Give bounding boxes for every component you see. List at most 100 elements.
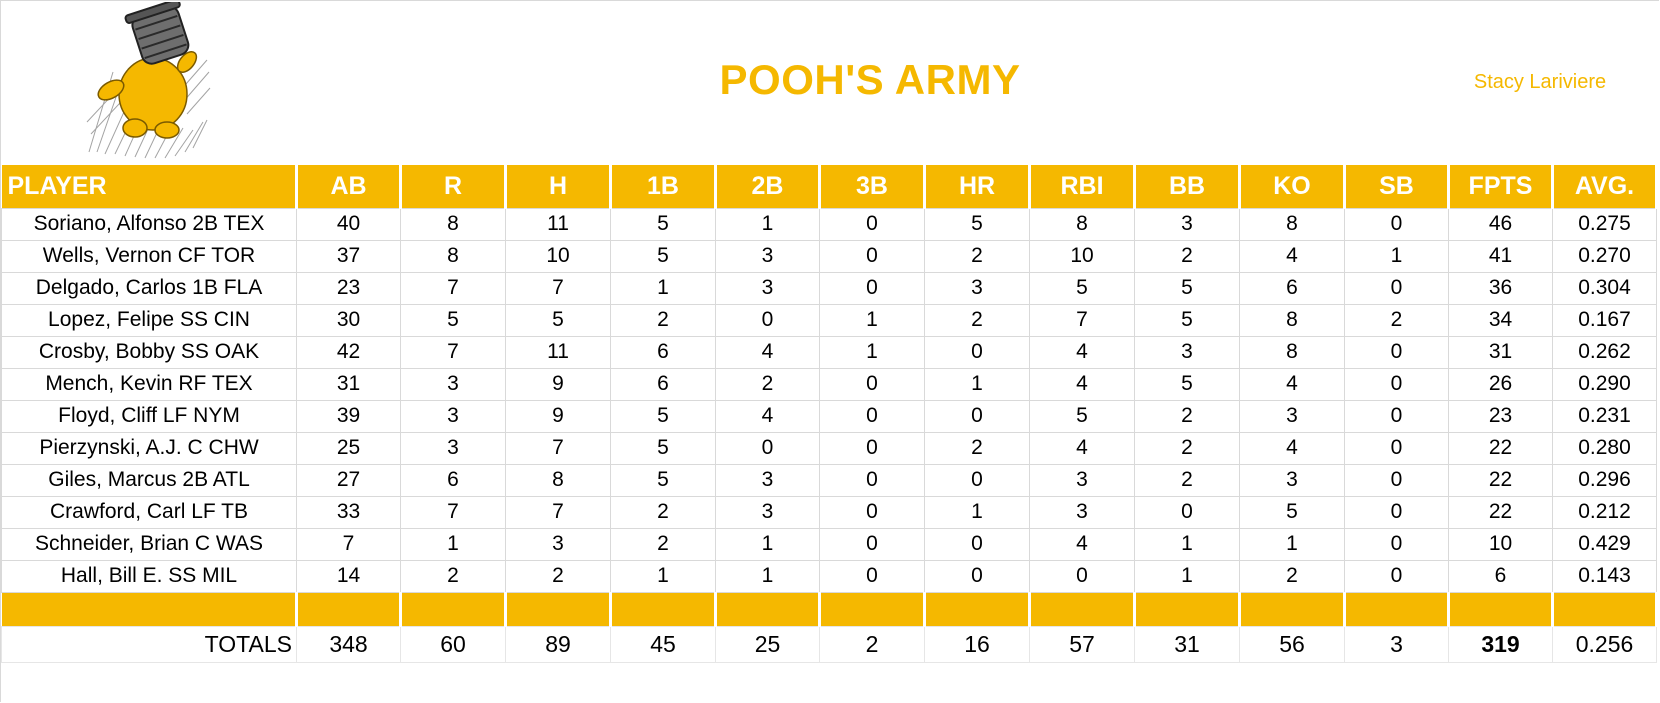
- stat-cell: 0: [924, 463, 1030, 497]
- stat-cell: 0.231: [1552, 399, 1657, 433]
- stat-cell: 26: [1448, 367, 1553, 401]
- stat-cell: 1: [715, 527, 820, 561]
- stat-cell: 0.280: [1552, 431, 1657, 465]
- table-row: Delgado, Carlos 1B FLA 23 7 7 1 3 0 3 5 5 6 0 36 0.30…: [1, 271, 1657, 305]
- stat-cell: 5: [924, 207, 1030, 241]
- col-header-fpts: FPTS: [1448, 165, 1554, 208]
- stat-cell: 5: [1134, 367, 1240, 401]
- stat-cell: 0: [715, 431, 820, 465]
- total-cell: 3: [1344, 625, 1449, 663]
- stat-cell: 9: [505, 367, 611, 401]
- player-name: Schneider, Brian C WAS: [1, 527, 297, 561]
- table-row: Crosby, Bobby SS OAK 42 7 11 6 4 1 0 4 3 8 0 31 0.262: [1, 335, 1657, 369]
- stat-cell: 0: [924, 527, 1030, 561]
- stat-cell: 2: [1134, 239, 1240, 273]
- col-header-ab: AB: [296, 165, 402, 208]
- stat-cell: 5: [400, 303, 506, 337]
- table-row: Hall, Bill E. SS MIL 14 2 2 1 1 0 0 0 1 2 0 6 0.143: [1, 559, 1657, 593]
- stat-cell: 8: [400, 239, 506, 273]
- stat-cell: 0: [1344, 527, 1449, 561]
- player-name: Giles, Marcus 2B ATL: [1, 463, 297, 497]
- stat-cell: 2: [924, 239, 1030, 273]
- owner-name: Stacy Lariviere: [1473, 71, 1607, 93]
- stat-cell: 6: [610, 335, 716, 369]
- stat-cell: 7: [505, 431, 611, 465]
- stat-cell: 3: [505, 527, 611, 561]
- stat-cell: 1: [819, 303, 925, 337]
- stat-cell: 7: [400, 271, 506, 305]
- stat-cell: 36: [1448, 271, 1553, 305]
- stat-cell: 4: [1029, 527, 1135, 561]
- total-cell: 45: [610, 625, 716, 663]
- player-name: Hall, Bill E. SS MIL: [1, 559, 297, 593]
- stat-cell: 7: [400, 495, 506, 529]
- stat-cell: 30: [296, 303, 401, 337]
- stat-cell: 0: [924, 335, 1030, 369]
- stat-cell: 4: [1029, 367, 1135, 401]
- stat-cell: 3: [1239, 399, 1345, 433]
- stat-cell: 0: [1344, 559, 1449, 593]
- total-cell: 56: [1239, 625, 1345, 663]
- stat-cell: 5: [1239, 495, 1345, 529]
- stat-cell: 2: [924, 431, 1030, 465]
- stat-cell: 1: [715, 207, 820, 241]
- stat-cell: 0: [1344, 431, 1449, 465]
- stat-cell: 8: [1239, 303, 1345, 337]
- stat-cell: 5: [610, 463, 716, 497]
- stat-cell: 2: [1134, 399, 1240, 433]
- stat-cell: 3: [400, 431, 506, 465]
- stat-cell: 7: [1029, 303, 1135, 337]
- stat-cell: 0: [819, 431, 925, 465]
- stat-cell: 0.429: [1552, 527, 1657, 561]
- stat-cell: 7: [505, 271, 611, 305]
- stat-cell: 23: [1448, 399, 1553, 433]
- table-row: Schneider, Brian C WAS 7 1 3 2 1 0 0 4 1 1 0 10 0.429: [1, 527, 1657, 561]
- stat-cell: 6: [400, 463, 506, 497]
- stat-cell: 3: [400, 399, 506, 433]
- header-row: PLAYER AB R H 1B 2B 3B HR RBI BB KO SB F…: [1, 165, 1658, 208]
- col-header-avg: AVG.: [1552, 165, 1658, 208]
- stat-cell: 5: [1134, 303, 1240, 337]
- stats-table: PLAYER AB R H 1B 2B 3B HR RBI BB KO SB F…: [1, 165, 1658, 663]
- stat-cell: 0: [715, 303, 820, 337]
- stat-cell: 3: [924, 271, 1030, 305]
- stat-cell: 0: [1344, 399, 1449, 433]
- col-header-rbi: RBI: [1029, 165, 1136, 208]
- stat-cell: 2: [924, 303, 1030, 337]
- stat-cell: 0: [924, 559, 1030, 593]
- stat-cell: 8: [400, 207, 506, 241]
- stat-cell: 42: [296, 335, 401, 369]
- stat-cell: 4: [715, 399, 820, 433]
- stat-cell: 46: [1448, 207, 1553, 241]
- stat-cell: 0: [819, 399, 925, 433]
- stat-cell: 34: [1448, 303, 1553, 337]
- stat-cell: 0: [1344, 463, 1449, 497]
- stat-cell: 1: [1134, 527, 1240, 561]
- stat-cell: 1: [1134, 559, 1240, 593]
- stat-cell: 5: [610, 207, 716, 241]
- spacer-row: [1, 592, 1658, 626]
- stat-cell: 0: [1029, 559, 1135, 593]
- col-header-r: R: [400, 165, 507, 208]
- stat-cell: 33: [296, 495, 401, 529]
- player-name: Crosby, Bobby SS OAK: [1, 335, 297, 369]
- stat-cell: 5: [1029, 399, 1135, 433]
- player-name: Floyd, Cliff LF NYM: [1, 399, 297, 433]
- table-row: Floyd, Cliff LF NYM 39 3 9 5 4 0 0 5 2 3 0 23 0.231: [1, 399, 1657, 433]
- stat-cell: 10: [1029, 239, 1135, 273]
- col-header-3b: 3B: [819, 165, 926, 208]
- stat-cell: 3: [1134, 207, 1240, 241]
- player-name: Wells, Vernon CF TOR: [1, 239, 297, 273]
- col-header-2b: 2B: [715, 165, 821, 208]
- stat-cell: 6: [610, 367, 716, 401]
- total-cell: 16: [924, 625, 1030, 663]
- totals-row: TOTALS 348 60 89 45 25 2 16 57 31 56 3 3…: [1, 625, 1657, 663]
- stat-cell: 2: [1134, 431, 1240, 465]
- col-header-bb: BB: [1134, 165, 1241, 208]
- total-cell: 57: [1029, 625, 1135, 663]
- col-header-h: H: [505, 165, 612, 208]
- stat-cell: 0.275: [1552, 207, 1657, 241]
- total-cell: 60: [400, 625, 506, 663]
- stat-cell: 5: [610, 431, 716, 465]
- player-name: Soriano, Alfonso 2B TEX: [1, 207, 297, 241]
